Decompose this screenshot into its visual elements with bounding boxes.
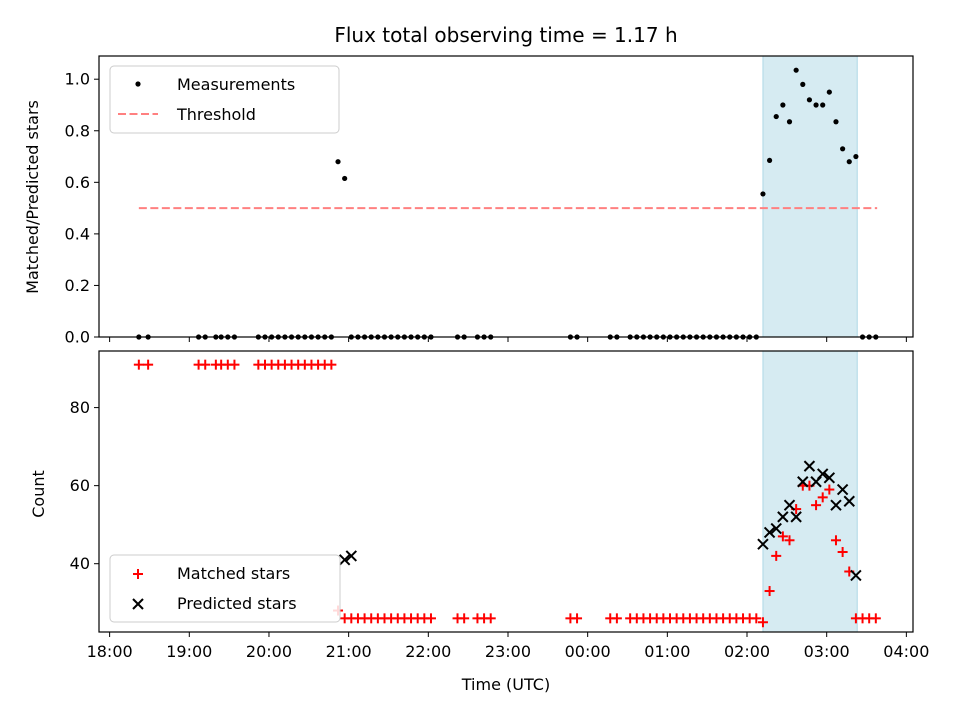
y-tick-label: 0.6 [65, 173, 90, 192]
measurement-point [846, 159, 852, 165]
y-tick-label: 40 [70, 554, 90, 573]
measurement-point [335, 159, 341, 165]
y-tick-label: 0.4 [65, 224, 90, 243]
y-tick-label: 0.2 [65, 276, 90, 295]
measurement-point [853, 153, 859, 160]
predicted-star-point [345, 550, 358, 562]
measurement-point [760, 191, 766, 197]
x-tick-label: 22:00 [405, 642, 451, 661]
bottom-panel: 40 60 80 18:00 19:00 20:00 21:00 22:00 23:00 00:0… [70, 350, 929, 661]
matched-star-point [200, 359, 211, 370]
matched-star-point [751, 613, 762, 624]
matched-star-point [572, 613, 583, 624]
matched-star-point [229, 359, 240, 370]
axes-frame [98, 350, 914, 633]
x-tick-label: 21:00 [326, 642, 372, 661]
legend-frame [109, 65, 340, 134]
x-tick-label: 03:00 [804, 642, 850, 661]
matched-star-point [771, 550, 782, 561]
matched-star-point [837, 546, 848, 557]
matched-star-point [611, 613, 622, 624]
predicted-star-point [803, 460, 816, 472]
predicted-star-point [823, 472, 836, 484]
x-tick-label: 02:00 [724, 642, 770, 661]
predicted-star-point [836, 483, 849, 496]
measurement-point [780, 102, 786, 108]
x-tick-label: 04:00 [883, 642, 929, 661]
matched-star-point [777, 531, 788, 542]
predicted-star-point [816, 468, 829, 480]
matched-star-point [811, 500, 822, 511]
shaded-span [762, 351, 858, 632]
chart-title: Flux total observing time = 1.17 h [334, 23, 677, 47]
matched-star-point [425, 613, 436, 624]
legend-threshold-label: Threshold [176, 105, 256, 124]
matched-star-point [485, 613, 496, 624]
top-panel: 0.0 0.2 0.4 0.6 0.8 1.0 Measurements Threshold [65, 55, 914, 347]
shaded-span [762, 56, 858, 337]
axes-frame [98, 55, 914, 338]
matched-star-point [143, 359, 154, 370]
x-axis-label: Time (UTC) [461, 675, 550, 694]
measurement-point [766, 157, 773, 164]
measurement-point [826, 89, 832, 95]
x-tick-label: 18:00 [87, 642, 133, 661]
matched-star-point [459, 613, 470, 624]
predicted-star-point [777, 511, 789, 523]
legend-frame [109, 554, 341, 623]
y-tick-label: 80 [70, 398, 90, 417]
measurement-point [786, 119, 793, 125]
measurement-point [806, 97, 813, 103]
matched-star-point [764, 586, 775, 597]
top-y-axis-label: Matched/Predicted stars [23, 100, 42, 294]
matched-star-point [133, 359, 144, 370]
legend-matched-marker [133, 569, 143, 579]
legend-measurements-label: Measurements [177, 75, 295, 94]
matched-star-point [784, 535, 795, 546]
y-tick-label: 60 [70, 476, 90, 495]
legend-matched-label: Matched stars [177, 564, 290, 583]
top-legend: Measurements Threshold [109, 65, 340, 134]
measurement-point [800, 81, 806, 87]
matched-star-point [830, 535, 841, 546]
x-tick-label: 01:00 [644, 642, 690, 661]
predicted-star-point [797, 476, 809, 488]
matched-star-point [817, 492, 828, 503]
legend-predicted-label: Predicted stars [177, 594, 297, 613]
matched-star-point [824, 484, 835, 495]
legend-predicted-marker [132, 598, 144, 610]
matched-star-point [326, 359, 337, 370]
x-tick-label: 23:00 [485, 642, 531, 661]
measurement-point [773, 113, 779, 120]
predicted-star-point [830, 499, 842, 511]
measurement-point [833, 119, 839, 125]
y-tick-label: 0.0 [65, 328, 90, 347]
predicted-star-point [763, 526, 776, 539]
y-tick-label: 0.8 [65, 121, 90, 140]
measurement-point [820, 102, 826, 108]
predicted-star-point [783, 499, 796, 511]
bottom-y-axis-label: Count [29, 470, 48, 518]
x-tick-label: 19:00 [166, 642, 212, 661]
predicted-star-point [770, 522, 782, 535]
measurement-point [840, 146, 846, 152]
predicted-star-point [790, 511, 802, 523]
matched-star-point [757, 617, 768, 628]
x-tick-label: 00:00 [565, 642, 611, 661]
predicted-star-point [850, 569, 862, 582]
legend-measurements-marker [135, 81, 141, 87]
bottom-legend: Matched stars Predicted stars [109, 554, 341, 623]
predicted-star-point [338, 554, 351, 566]
measurement-point [793, 67, 799, 73]
matched-star-point [870, 613, 881, 624]
measurement-point [813, 102, 819, 108]
y-tick-label: 1.0 [65, 70, 90, 89]
predicted-star-point [757, 538, 769, 550]
predicted-star-point [843, 495, 855, 507]
measurement-point [342, 175, 348, 182]
x-tick-label: 20:00 [246, 642, 292, 661]
